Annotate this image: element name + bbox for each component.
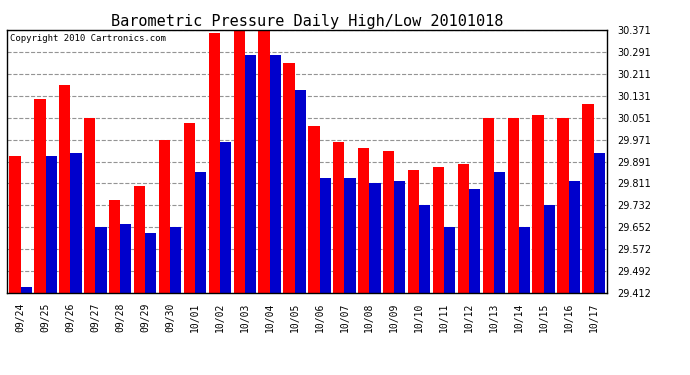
Bar <box>10 156 21 292</box>
Bar <box>419 205 431 292</box>
Bar <box>234 30 245 292</box>
Bar <box>508 118 519 292</box>
Bar <box>344 178 355 292</box>
Bar <box>120 224 131 292</box>
Bar <box>245 55 256 292</box>
Bar <box>159 140 170 292</box>
Bar <box>170 227 181 292</box>
Bar <box>593 153 604 292</box>
Bar <box>59 85 70 292</box>
Text: Copyright 2010 Cartronics.com: Copyright 2010 Cartronics.com <box>10 34 166 43</box>
Bar <box>394 181 406 292</box>
Bar <box>270 55 281 292</box>
Bar <box>569 181 580 292</box>
Title: Barometric Pressure Daily High/Low 20101018: Barometric Pressure Daily High/Low 20101… <box>111 14 503 29</box>
Bar <box>46 156 57 292</box>
Bar <box>494 172 505 292</box>
Bar <box>134 186 145 292</box>
Bar <box>259 30 270 292</box>
Bar <box>21 287 32 292</box>
Bar <box>469 189 480 292</box>
Bar <box>284 63 295 292</box>
Bar <box>483 118 494 292</box>
Bar <box>358 148 369 292</box>
Bar <box>34 99 46 292</box>
Bar <box>544 205 555 292</box>
Bar <box>408 170 419 292</box>
Bar <box>558 118 569 292</box>
Bar <box>195 172 206 292</box>
Bar <box>95 227 106 292</box>
Bar <box>184 123 195 292</box>
Bar <box>369 183 380 292</box>
Bar <box>457 164 469 292</box>
Bar <box>333 142 344 292</box>
Bar <box>145 232 157 292</box>
Bar <box>84 118 95 292</box>
Bar <box>208 33 220 292</box>
Bar <box>70 153 81 292</box>
Bar <box>582 104 593 292</box>
Bar <box>444 227 455 292</box>
Bar <box>109 200 120 292</box>
Bar <box>533 115 544 292</box>
Bar <box>295 90 306 292</box>
Bar <box>519 227 530 292</box>
Bar <box>383 151 394 292</box>
Bar <box>308 126 319 292</box>
Bar <box>433 167 444 292</box>
Bar <box>319 178 331 292</box>
Bar <box>220 142 231 292</box>
